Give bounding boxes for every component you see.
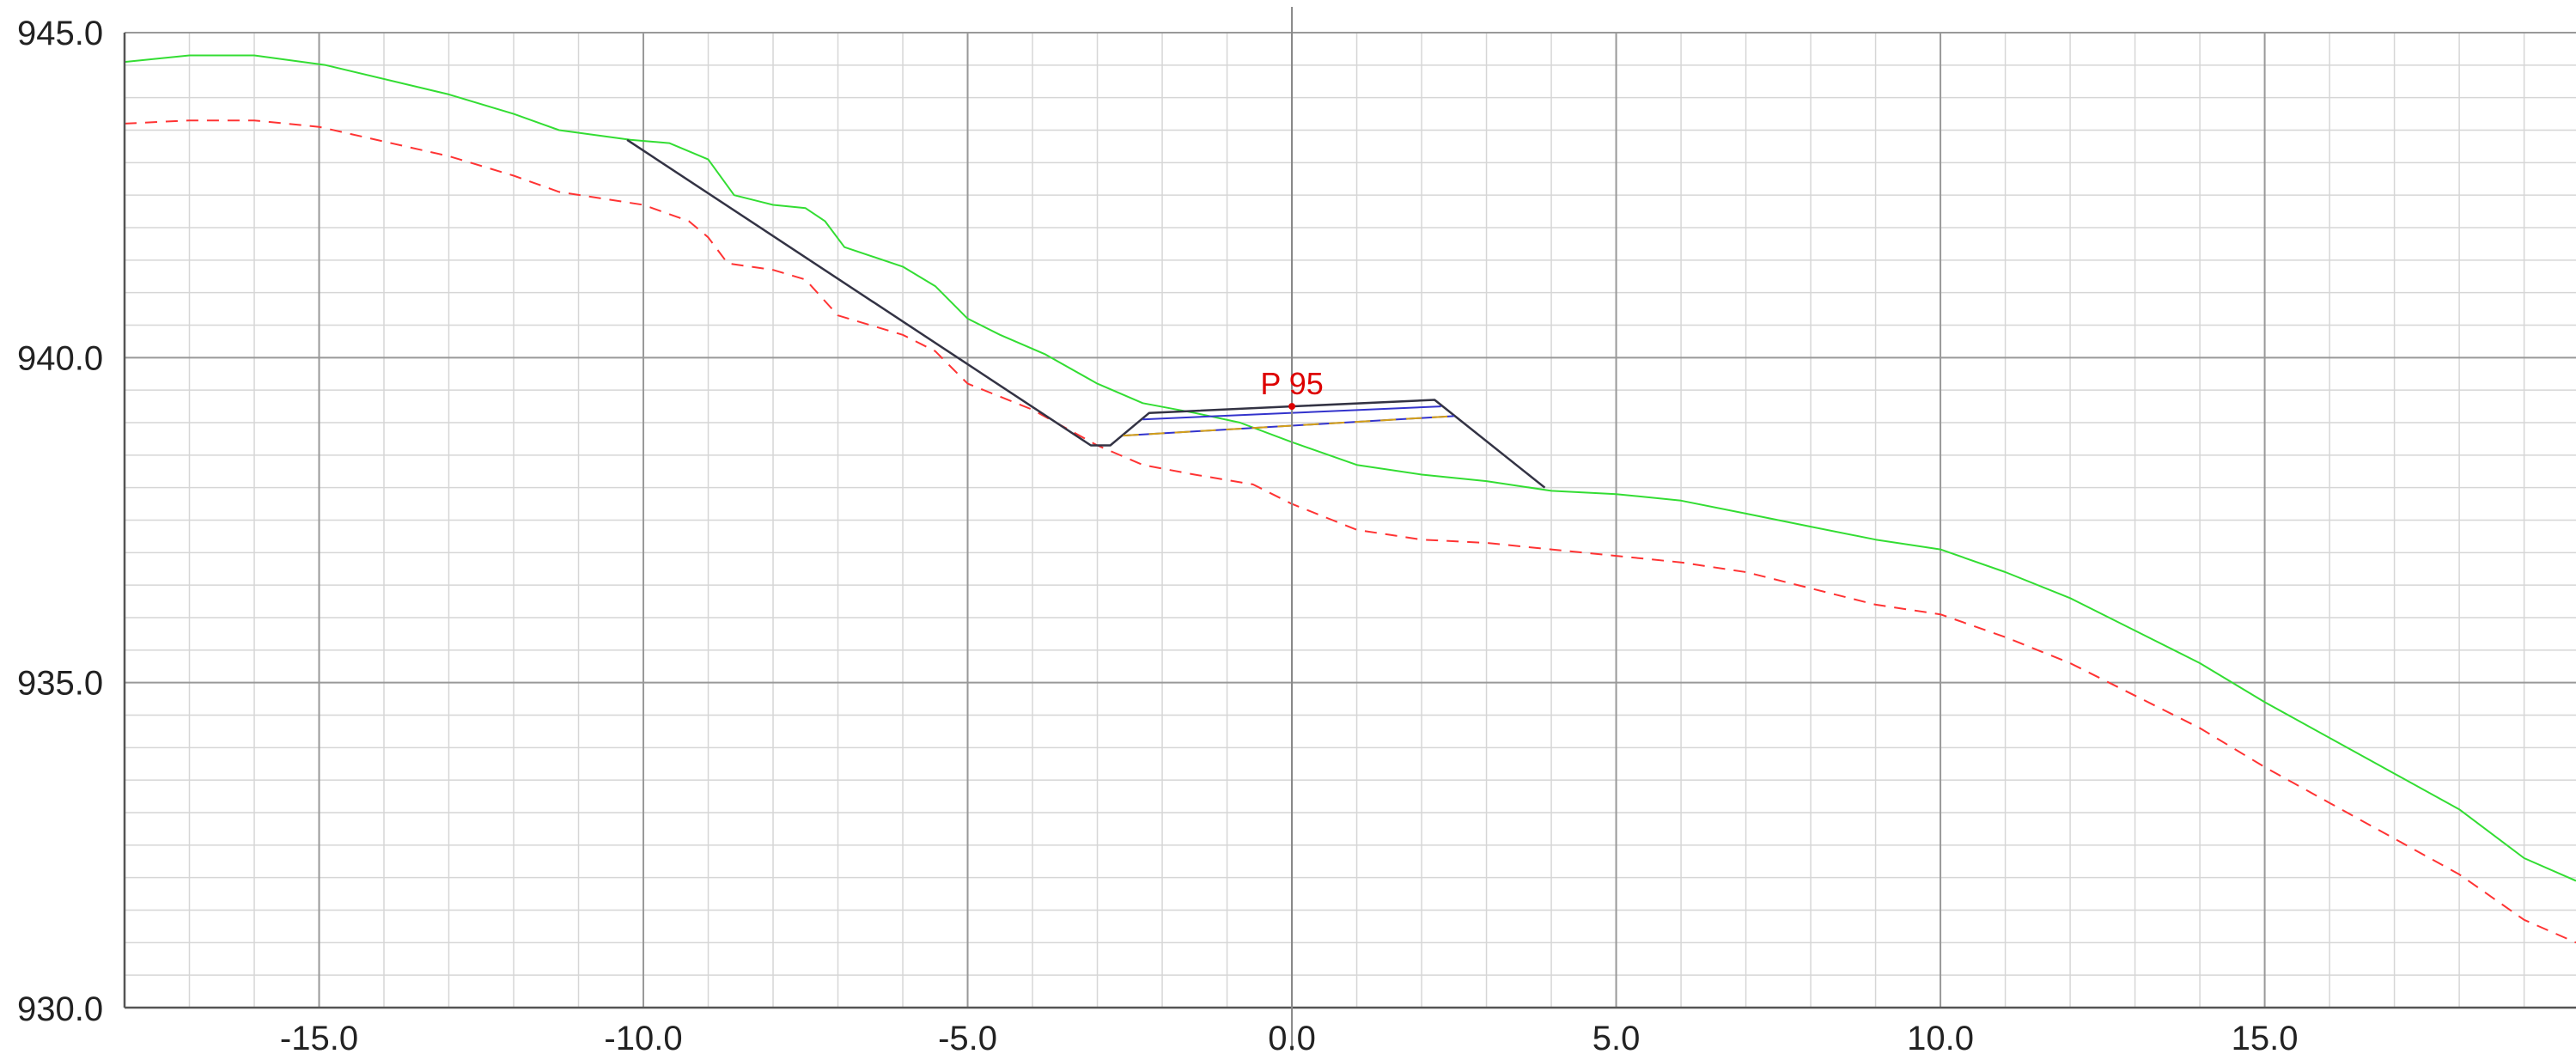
tick-labels: -15.0 -10.0 -5.0 0.0 5.0 10.0 15.0 930.0 935.0 94…: [17, 15, 2299, 1054]
axes: [123, 7, 2576, 1051]
x-tick-label: 5.0: [1592, 1020, 1641, 1054]
x-tick-label: -15.0: [280, 1020, 358, 1054]
series-line-terrain-lower: [124, 119, 2576, 944]
marker-point: [1288, 403, 1296, 411]
x-tick-label: -10.0: [604, 1020, 682, 1054]
grid: [124, 32, 2576, 1008]
x-tick-label: -5.0: [938, 1020, 997, 1054]
y-tick-label: 945.0: [17, 15, 103, 52]
marker-label: P 95: [1260, 366, 1323, 401]
y-tick-label: 930.0: [17, 990, 103, 1028]
y-tick-label: 935.0: [17, 665, 103, 703]
series-group: [124, 54, 2576, 944]
series-line-design-lower: [1123, 415, 1454, 437]
series-line-terrain: [124, 54, 2576, 882]
series-line-design: [626, 138, 1546, 489]
y-tick-label: 940.0: [17, 339, 103, 377]
annotations: P 95: [1260, 366, 1324, 411]
x-tick-label: 15.0: [2232, 1020, 2299, 1054]
x-tick-label: 10.0: [1907, 1020, 1974, 1054]
x-tick-label: 0.0: [1268, 1020, 1316, 1054]
